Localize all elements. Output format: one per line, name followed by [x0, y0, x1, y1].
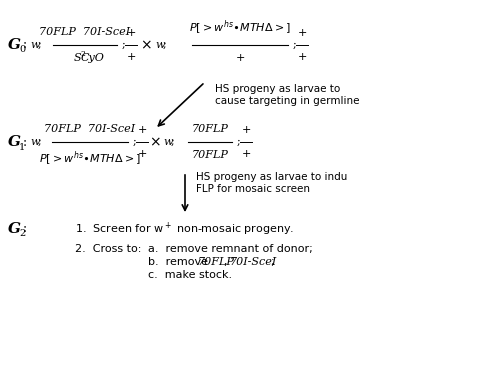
Text: +: +	[137, 149, 147, 159]
Text: :: :	[23, 222, 27, 236]
Text: S: S	[73, 53, 81, 63]
Text: 70FLP  70I-SceI: 70FLP 70I-SceI	[44, 124, 136, 134]
Text: FLP for mosaic screen: FLP for mosaic screen	[196, 184, 310, 194]
Text: 70FLP: 70FLP	[192, 150, 228, 160]
Text: +: +	[297, 52, 307, 62]
Text: +: +	[126, 52, 136, 62]
Text: 2: 2	[81, 50, 86, 58]
Text: ,: ,	[224, 257, 231, 267]
Text: 2.  Cross to:: 2. Cross to:	[75, 244, 141, 254]
Text: +: +	[297, 28, 307, 38]
Text: +: +	[235, 53, 245, 63]
Text: 70I-SceI: 70I-SceI	[230, 257, 277, 267]
Text: G: G	[8, 38, 21, 52]
Text: 70FLP: 70FLP	[192, 124, 228, 134]
Text: :: :	[23, 38, 27, 52]
Text: ;: ;	[237, 137, 241, 147]
Text: G: G	[8, 222, 21, 236]
Text: ×: ×	[140, 38, 152, 52]
Text: 1.  Screen for w$^+$ non-mosaic progeny.: 1. Screen for w$^+$ non-mosaic progeny.	[75, 220, 294, 238]
Text: $P[>w^{hs}{\bullet}MTH\Delta>]$: $P[>w^{hs}{\bullet}MTH\Delta>]$	[189, 18, 291, 37]
Text: a.  remove remnant of donor;: a. remove remnant of donor;	[148, 244, 313, 254]
Text: ;: ;	[163, 40, 167, 50]
Text: +: +	[126, 28, 136, 38]
Text: HS progeny as larvae to indu: HS progeny as larvae to indu	[196, 172, 348, 182]
Text: w: w	[30, 137, 40, 147]
Text: $P[>w^{hs}{\bullet}MTH\Delta>]$: $P[>w^{hs}{\bullet}MTH\Delta>]$	[39, 150, 141, 169]
Text: w: w	[30, 40, 40, 50]
Text: +: +	[241, 149, 250, 159]
Text: CyO: CyO	[81, 53, 105, 63]
Text: ;: ;	[122, 40, 126, 50]
Text: ;: ;	[270, 257, 273, 267]
Text: 1: 1	[19, 143, 25, 152]
Text: 0: 0	[19, 46, 25, 55]
Text: ;: ;	[171, 137, 175, 147]
Text: c.  make stock.: c. make stock.	[148, 270, 232, 280]
Text: ;: ;	[38, 40, 42, 50]
Text: HS progeny as larvae to: HS progeny as larvae to	[215, 84, 340, 94]
Text: ;: ;	[38, 137, 42, 147]
Text: :: :	[23, 135, 27, 149]
Text: +: +	[137, 125, 147, 135]
Text: w: w	[155, 40, 164, 50]
Text: w: w	[163, 137, 173, 147]
Text: +: +	[241, 125, 250, 135]
Text: 70FLP  70I-SceI: 70FLP 70I-SceI	[40, 27, 130, 37]
Text: cause targeting in germline: cause targeting in germline	[215, 96, 359, 106]
Text: b.  remove: b. remove	[148, 257, 211, 267]
Text: ;: ;	[293, 40, 297, 50]
Text: ×: ×	[149, 135, 161, 149]
Text: ;: ;	[133, 137, 137, 147]
Text: 70FLP: 70FLP	[198, 257, 235, 267]
Text: 2: 2	[19, 230, 25, 239]
Text: G: G	[8, 135, 21, 149]
